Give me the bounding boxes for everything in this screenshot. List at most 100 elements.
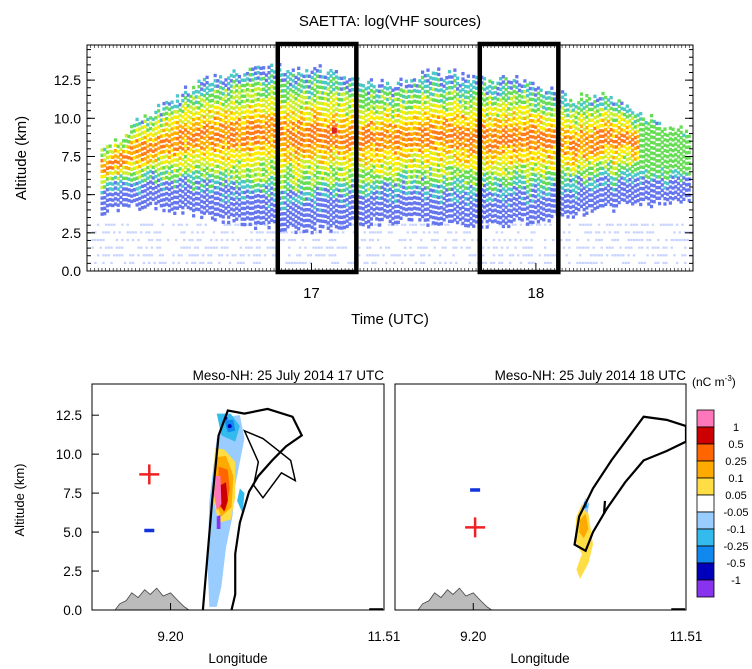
vhf-cell	[420, 193, 425, 197]
vhf-cell	[115, 238, 119, 242]
vhf-cell	[474, 97, 479, 101]
vhf-cell	[385, 172, 390, 177]
vhf-cell	[162, 166, 166, 170]
vhf-cell	[442, 84, 446, 88]
vhf-cell	[383, 150, 387, 154]
vhf-cell	[531, 156, 535, 161]
vhf-cell	[418, 170, 422, 174]
vhf-cell	[237, 107, 242, 111]
vhf-cell	[391, 179, 395, 183]
vhf-cell	[103, 158, 107, 162]
vhf-cell	[113, 143, 118, 148]
vhf-cell	[488, 191, 492, 196]
vhf-cell	[342, 118, 347, 123]
vhf-cell	[447, 134, 452, 138]
vhf-cell	[379, 231, 383, 234]
vhf-cell	[205, 75, 209, 80]
vhf-cell	[547, 96, 551, 100]
vhf-cell	[534, 130, 538, 135]
vhf-cell	[493, 85, 497, 90]
vhf-cell	[547, 106, 551, 111]
vhf-cell	[331, 238, 334, 242]
vhf-cell	[197, 181, 201, 185]
vhf-cell	[135, 128, 139, 132]
vhf-cell	[321, 134, 325, 138]
vhf-cell	[189, 116, 193, 120]
vhf-cell	[208, 120, 212, 125]
vhf-cell	[202, 158, 207, 162]
vhf-cell	[340, 221, 344, 225]
vhf-cell	[528, 108, 532, 112]
vhf-cell	[504, 216, 508, 220]
vhf-cell	[526, 126, 530, 130]
vhf-cell	[474, 140, 479, 144]
vhf-cell	[310, 113, 314, 117]
vhf-cell	[499, 189, 503, 193]
vhf-cell	[552, 113, 557, 117]
vhf-cell	[550, 102, 554, 106]
vhf-cell	[426, 202, 430, 206]
vhf-cell	[231, 238, 234, 242]
vhf-cell	[404, 100, 409, 105]
vhf-cell	[245, 114, 250, 119]
vhf-cell	[361, 185, 365, 189]
vhf-cell	[391, 195, 395, 199]
vhf-cell	[122, 176, 126, 180]
vhf-cell	[380, 132, 384, 136]
vhf-cell	[531, 119, 535, 123]
vhf-cell	[138, 186, 142, 190]
vhf-cell	[162, 133, 166, 138]
vhf-cell	[210, 178, 215, 183]
vhf-cell	[455, 124, 460, 129]
vhf-cell	[159, 150, 163, 154]
vhf-cell	[377, 148, 382, 152]
vhf-cell	[127, 188, 131, 192]
vhf-cell	[248, 131, 252, 136]
vhf-cell	[410, 159, 414, 163]
vhf-cell	[450, 187, 454, 192]
vhf-cell	[221, 102, 225, 107]
vhf-cell	[426, 196, 430, 201]
vhf-cell	[453, 218, 457, 222]
vhf-cell	[515, 123, 519, 127]
vhf-cell	[442, 153, 446, 158]
vhf-cell	[245, 184, 250, 188]
vhf-cell	[434, 173, 438, 177]
vhf-cell	[402, 105, 406, 109]
vhf-cell	[337, 103, 341, 107]
vhf-cell	[297, 98, 301, 103]
vhf-cell	[337, 167, 341, 171]
vhf-cell	[517, 136, 522, 141]
vhf-cell	[140, 163, 145, 167]
vhf-cell	[224, 99, 228, 104]
vhf-cell	[218, 208, 223, 213]
vhf-cell	[205, 91, 209, 96]
vhf-cell	[507, 160, 511, 164]
vhf-cell	[194, 180, 198, 185]
vhf-cell	[512, 137, 516, 142]
vhf-cell	[385, 140, 390, 144]
vhf-cell	[200, 119, 204, 123]
vhf-cell	[445, 150, 449, 155]
vhf-cell	[423, 207, 427, 212]
vhf-cell	[515, 160, 519, 164]
vhf-cell	[100, 207, 104, 211]
vhf-cell	[426, 137, 430, 142]
vhf-cell	[159, 129, 163, 133]
vhf-cell	[375, 104, 379, 109]
vhf-cell	[183, 138, 188, 143]
vhf-cell	[434, 162, 438, 167]
vhf-cell	[437, 152, 441, 157]
vhf-cell	[245, 77, 250, 81]
vhf-cell	[321, 75, 325, 79]
vhf-cell	[544, 214, 549, 218]
vhf-cell	[512, 105, 516, 110]
vhf-cell	[229, 191, 233, 195]
vhf-cell	[189, 169, 193, 173]
vhf-cell	[536, 113, 540, 117]
vhf-cell	[426, 89, 430, 94]
vhf-cell	[517, 126, 522, 130]
vhf-cell	[412, 174, 417, 178]
vhf-cell	[221, 92, 225, 96]
vhf-cell	[455, 130, 460, 134]
